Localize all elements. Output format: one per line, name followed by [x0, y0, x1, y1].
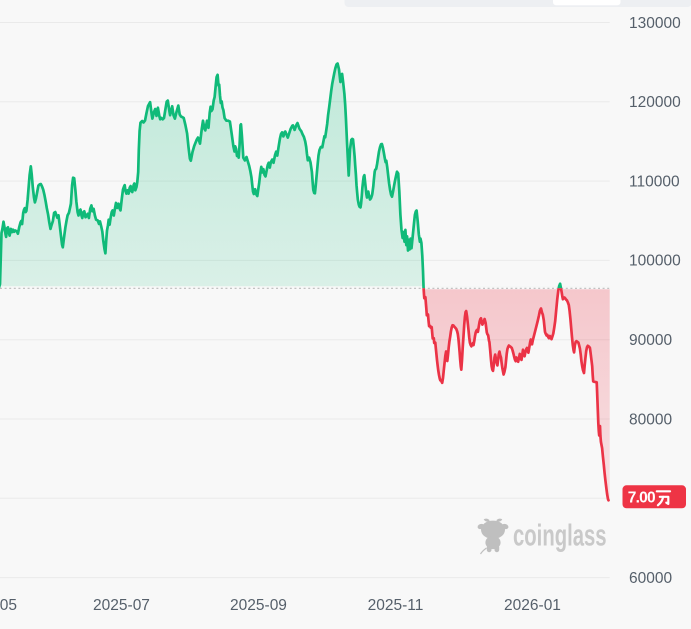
svg-text:2025-11: 2025-11	[368, 597, 424, 614]
svg-text:80000: 80000	[629, 411, 672, 428]
svg-text:2026-01: 2026-01	[504, 597, 561, 614]
svg-text:110000: 110000	[629, 173, 680, 190]
svg-text:2025-09: 2025-09	[230, 597, 287, 614]
svg-text:7.00: 7.00	[628, 490, 655, 507]
svg-text:60000: 60000	[629, 570, 672, 587]
svg-text:130000: 130000	[629, 15, 681, 32]
svg-text:120000: 120000	[629, 94, 681, 111]
svg-text:2025-05: 2025-05	[0, 597, 17, 614]
svg-text:100000: 100000	[629, 253, 681, 270]
svg-text:2025-07: 2025-07	[93, 597, 150, 614]
svg-text:coinglass: coinglass	[513, 517, 607, 552]
svg-text:90000: 90000	[629, 332, 672, 349]
